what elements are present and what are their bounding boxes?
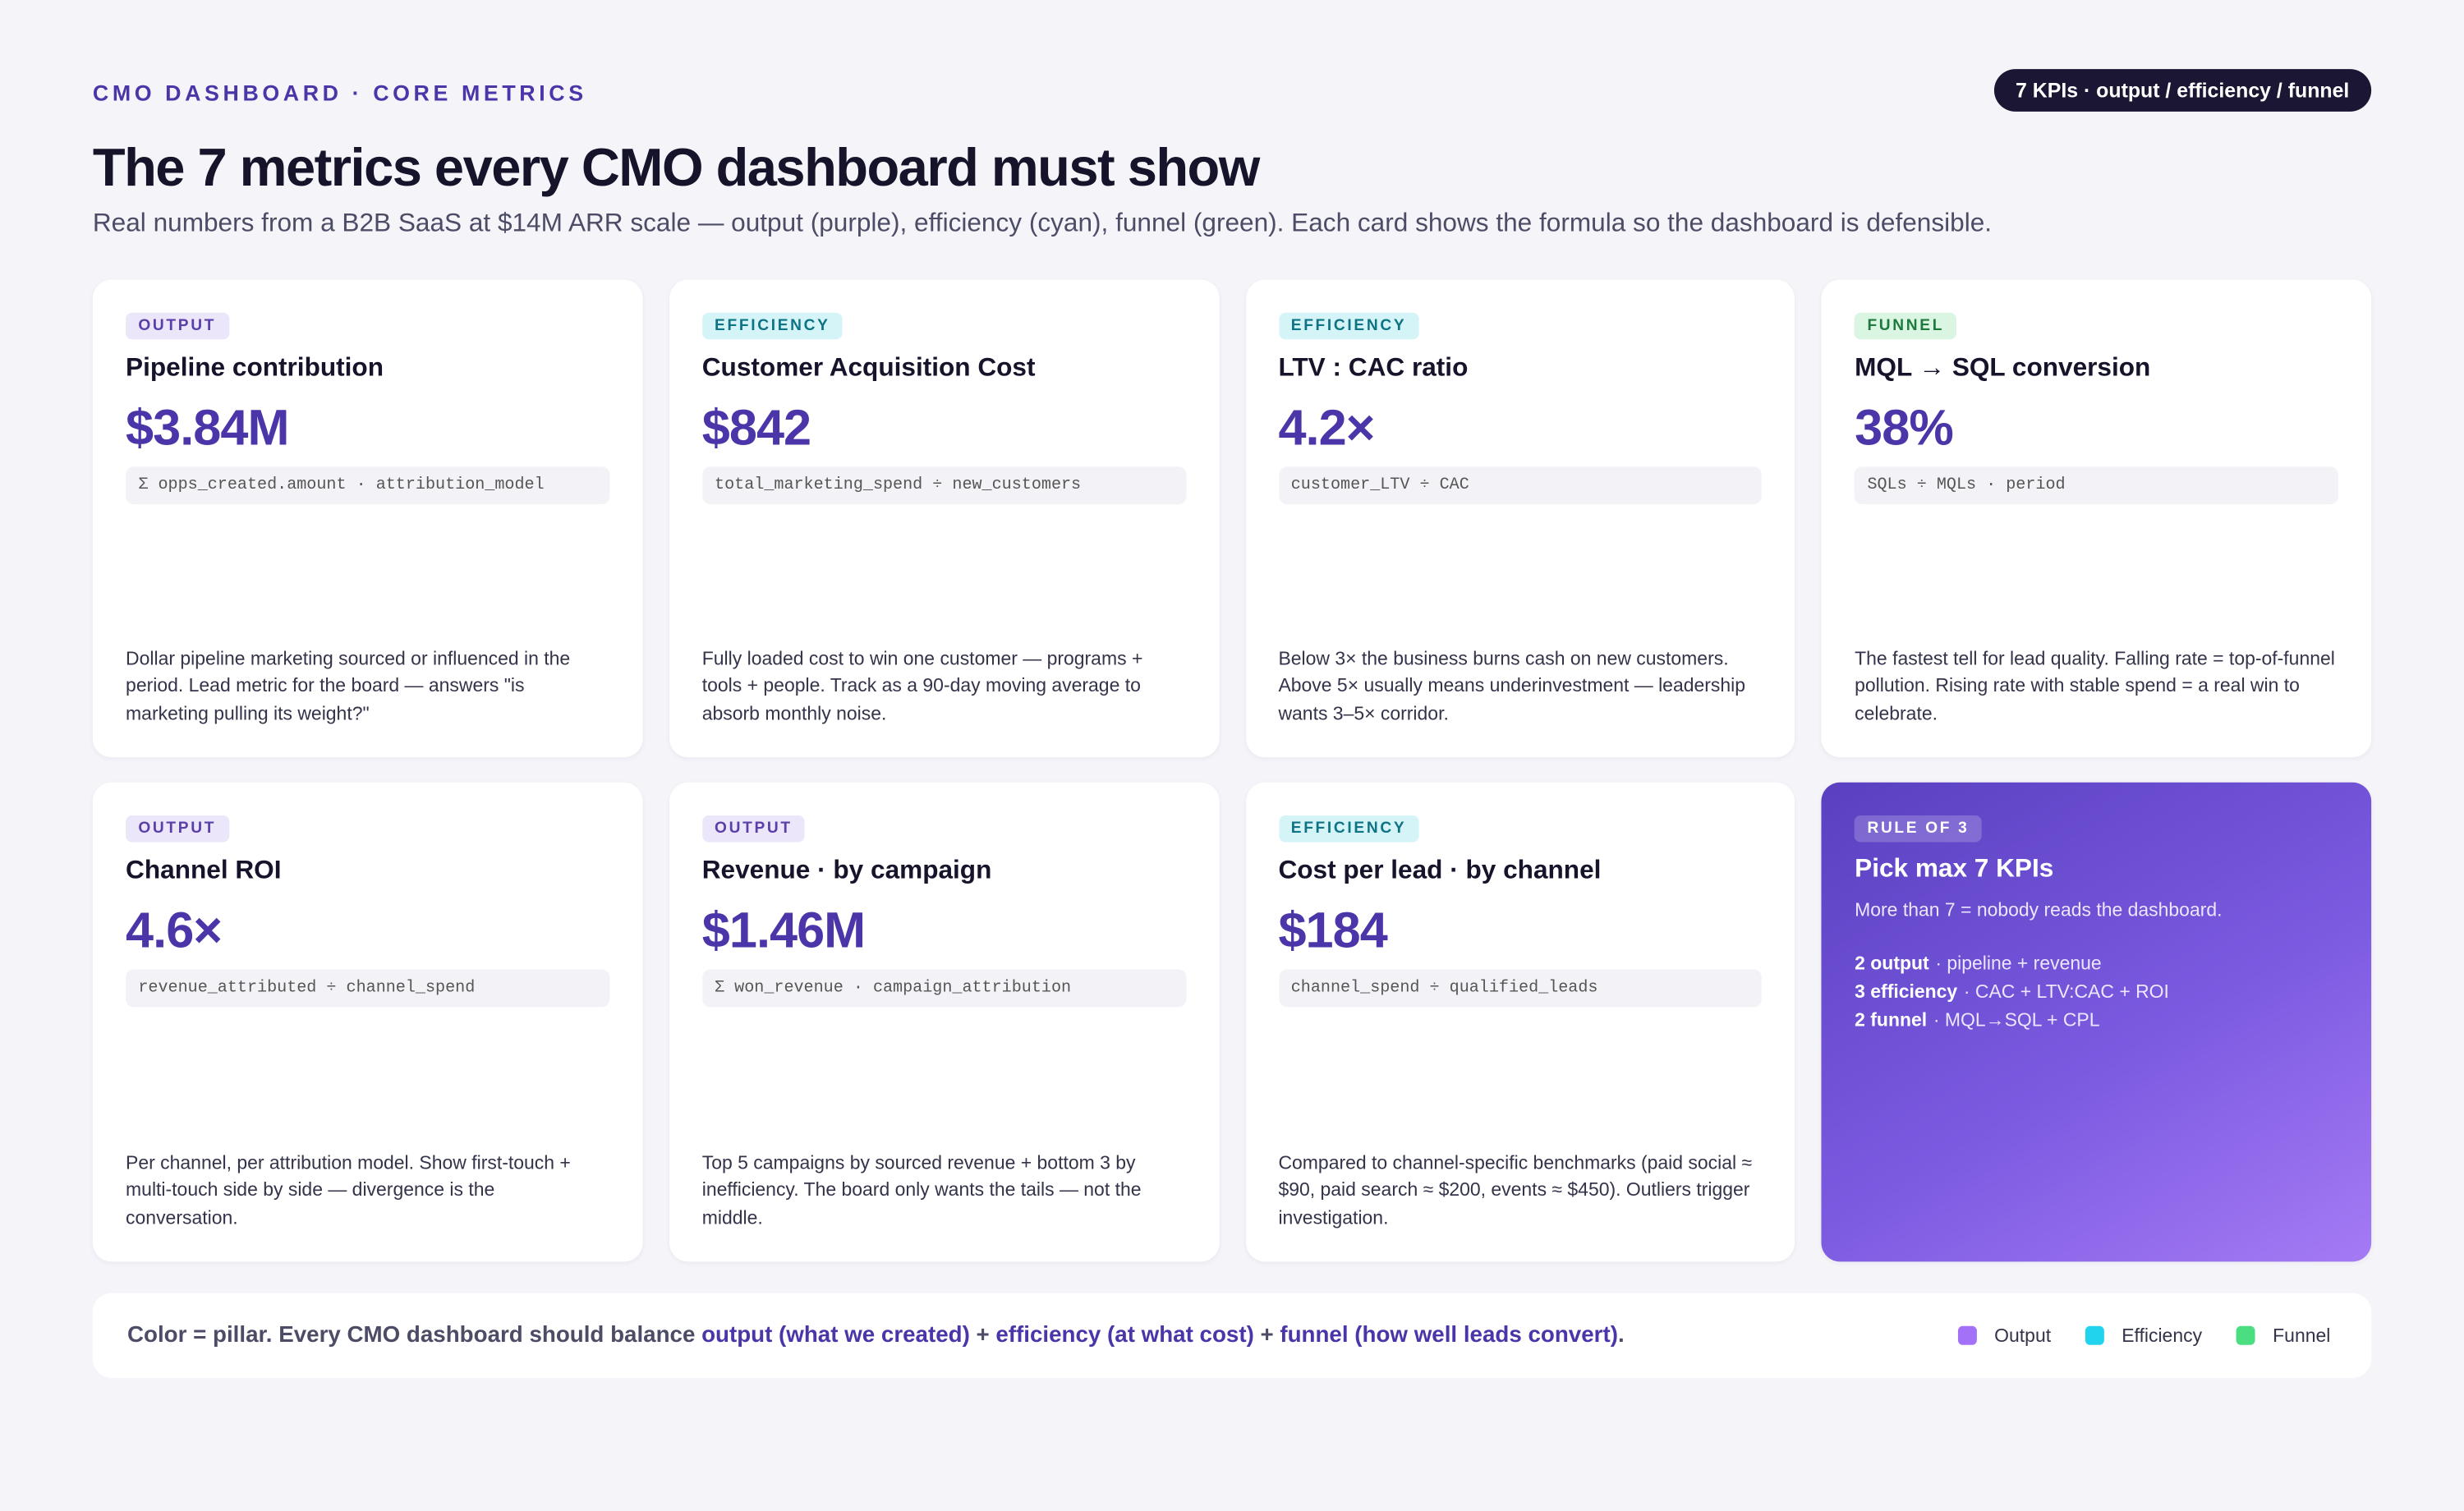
rule-title: Pick max 7 KPIs	[1855, 854, 2054, 884]
formula: SQLs ÷ MQLs · period	[1855, 466, 2338, 505]
pillar-tag: OUTPUT	[126, 815, 229, 843]
eyebrow: CMO DASHBOARD · CORE METRICS	[92, 80, 587, 106]
metric-card: EFFICIENCY Customer Acquisition Cost $842 t…	[669, 279, 1219, 758]
formula: revenue_attributed ÷ channel_spend	[126, 969, 609, 1008]
rule-intro: More than 7 = nobody reads the dashboard…	[1855, 898, 2223, 921]
card-title: Revenue · by campaign	[701, 856, 992, 885]
description: Dollar pipeline marketing sourced or inf…	[126, 646, 571, 724]
rule-count: 2 funnel	[1855, 1008, 1928, 1031]
formula: customer_LTV ÷ CAC	[1278, 466, 1763, 505]
subtitle: Real numbers from a B2B SaaS at $14M ARR…	[92, 209, 1993, 237]
footer-highlight: efficiency (at what cost)	[995, 1322, 1254, 1348]
legend-swatch	[2236, 1325, 2256, 1345]
description: The fastest tell for lead quality. Falli…	[1855, 646, 2335, 724]
rule-line: 2 funnel · MQL→SQL + CPL	[1855, 1005, 2338, 1033]
rule-tag: RULE OF 3	[1855, 815, 1982, 843]
legend-swatch	[1958, 1325, 1978, 1345]
pillar-tag: OUTPUT	[701, 815, 806, 843]
card-value: 4.2×	[1278, 398, 1375, 456]
pillar-tag: OUTPUT	[126, 312, 229, 340]
legend-label: Output	[1994, 1324, 2052, 1347]
card-title: Customer Acquisition Cost	[701, 353, 1036, 382]
title: The 7 metrics every CMO dashboard must s…	[92, 138, 1260, 199]
legend: Output Efficiency Funnel	[1958, 1325, 2337, 1347]
rule-count: 3 efficiency	[1855, 980, 1958, 1003]
badge: 7 KPIs · output / efficiency / funnel	[1993, 69, 2372, 112]
pillar-tag: FUNNEL	[1855, 312, 1957, 340]
rule-line: 2 output · pipeline + revenue	[1855, 949, 2338, 977]
description: Fully loaded cost to win one customer — …	[701, 646, 1143, 724]
pillar-tag: EFFICIENCY	[701, 312, 843, 340]
card-grid: OUTPUT Pipeline contribution $3.84M Σ opps_…	[92, 279, 2372, 1262]
legend-swatch	[2085, 1325, 2105, 1345]
footer-text: Color = pillar. Every CMO dashboard shou…	[126, 1322, 696, 1348]
pillar-tag: EFFICIENCY	[1278, 815, 1419, 843]
rule-detail: · pipeline + revenue	[1935, 952, 2102, 975]
legend-item: Output	[1958, 1325, 2057, 1347]
metric-card: OUTPUT Channel ROI 4.6× revenue_attributed …	[92, 782, 643, 1262]
legend-item: Efficiency	[2085, 1325, 2209, 1347]
card-title: LTV : CAC ratio	[1278, 353, 1469, 382]
pillar-tag: EFFICIENCY	[1278, 312, 1419, 340]
card-value: $184	[1278, 902, 1387, 959]
card-title: Cost per lead · by channel	[1278, 856, 1602, 885]
description: Compared to channel-specific benchmarks …	[1278, 1150, 1753, 1229]
legend-item: Funnel	[2236, 1325, 2337, 1347]
formula: total_marketing_spend ÷ new_customers	[701, 466, 1186, 505]
card-title: MQL → SQL conversion	[1855, 353, 2151, 382]
metric-card: OUTPUT Pipeline contribution $3.84M Σ opps_…	[92, 279, 643, 758]
footer-text: +	[1260, 1322, 1274, 1348]
footer: Color = pillar. Every CMO dashboard shou…	[92, 1293, 2372, 1378]
legend-label: Efficiency	[2122, 1324, 2203, 1347]
formula: channel_spend ÷ qualified_leads	[1278, 969, 1763, 1008]
footer-highlight: funnel (how well leads convert)	[1280, 1322, 1618, 1348]
metric-card: EFFICIENCY Cost per lead · by channel $184…	[1245, 782, 1795, 1262]
description: Top 5 campaigns by sourced revenue + bot…	[701, 1150, 1142, 1229]
card-value: $1.46M	[701, 902, 866, 959]
footer-text: .	[1617, 1322, 1625, 1348]
rule-line: 3 efficiency · CAC + LTV:CAC + ROI	[1855, 977, 2338, 1005]
card-value: 4.6×	[126, 902, 223, 959]
rule-count: 2 output	[1855, 952, 1929, 975]
metric-card: FUNNEL MQL → SQL conversion 38% SQLs ÷ MQLs…	[1821, 279, 2372, 758]
card-value: $842	[701, 398, 811, 456]
rule-detail: · CAC + LTV:CAC + ROI	[1963, 980, 2169, 1003]
card-value: $3.84M	[126, 398, 289, 456]
rule-card: RULE OF 3 Pick max 7 KPIs More than 7 = no…	[1821, 782, 2372, 1262]
metric-card: OUTPUT Revenue · by campaign $1.46M Σ won_r…	[669, 782, 1219, 1262]
footer-highlight: output (what we created)	[701, 1322, 970, 1348]
card-value: 38%	[1855, 398, 1954, 456]
card-title: Channel ROI	[126, 856, 282, 885]
card-title: Pipeline contribution	[126, 353, 384, 382]
rule-detail: · MQL→SQL + CPL	[1933, 1008, 2100, 1031]
legend-label: Funnel	[2273, 1324, 2331, 1347]
description: Below 3× the business burns cash on new …	[1278, 646, 1746, 724]
formula: Σ opps_created.amount · attribution_mode…	[126, 466, 609, 505]
description: Per channel, per attribution model. Show…	[126, 1150, 571, 1229]
formula: Σ won_revenue · campaign_attribution	[701, 969, 1186, 1008]
footer-text: +	[976, 1322, 990, 1348]
metric-card: EFFICIENCY LTV : CAC ratio 4.2× customer_LT…	[1245, 279, 1795, 758]
